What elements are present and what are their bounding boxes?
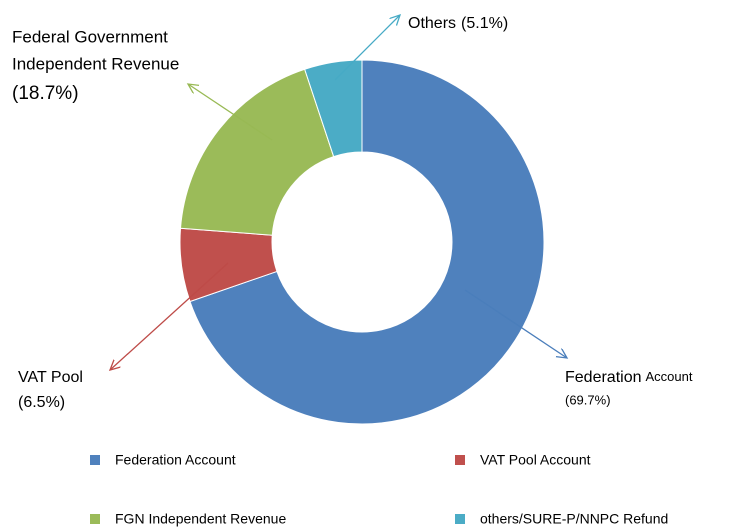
callout-name: VAT Pool (18, 369, 83, 386)
callout-name: Independent Revenue (12, 54, 179, 73)
callout-value: (5.1%) (461, 15, 508, 32)
callout-value: (6.5%) (18, 394, 65, 411)
callout-value: (18.7%) (12, 83, 79, 104)
legend-swatch (90, 514, 100, 524)
callout-label: Federation Account (565, 369, 693, 386)
legend-swatch (90, 455, 100, 465)
callout-value: (69.7%) (565, 392, 611, 407)
legend-swatch (455, 514, 465, 524)
callout-name: Others (408, 15, 456, 32)
callout-name: Account (646, 369, 693, 384)
callout-name: Federation (565, 369, 642, 386)
legend-label: VAT Pool Account (480, 452, 591, 468)
callout-arrow (110, 262, 229, 370)
callout-label: Others (5.1%) (408, 15, 508, 32)
callout-arrow (334, 15, 400, 81)
legend-label: FGN Independent Revenue (115, 511, 286, 527)
callout-name: Federal Government (12, 27, 168, 46)
donut-slice (189, 59, 545, 425)
callout-arrow (464, 289, 567, 358)
legend-swatch (455, 455, 465, 465)
legend-label: others/SURE-P/NNPC Refund (480, 511, 668, 527)
callout-arrow (188, 84, 273, 141)
legend-label: Federation Account (115, 452, 236, 468)
donut-slice (304, 59, 363, 158)
donut-slice (179, 68, 335, 236)
